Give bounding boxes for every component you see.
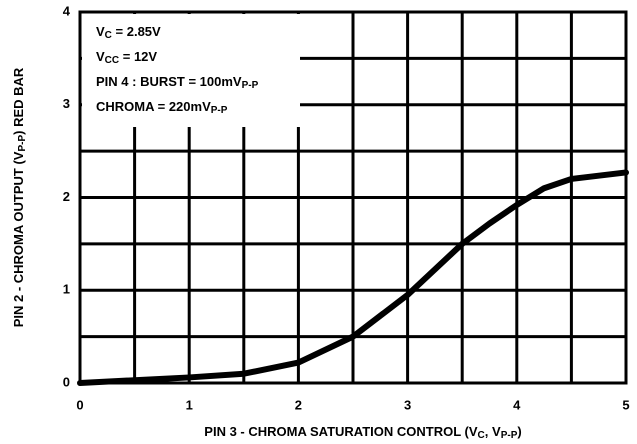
label-part: C xyxy=(105,30,112,41)
label-part: C xyxy=(478,430,485,441)
x-tick-label: 2 xyxy=(295,397,302,412)
x-tick-label: 4 xyxy=(513,397,521,412)
label-part: CC xyxy=(105,55,119,66)
label-part: V xyxy=(96,24,105,39)
annotation: VC = 2.85V xyxy=(96,24,161,41)
x-tick-label: 5 xyxy=(622,397,629,412)
label-part: P-P xyxy=(211,105,228,116)
label-part: ) xyxy=(517,424,521,439)
y-tick-label: 4 xyxy=(63,3,71,18)
label-part: PIN 4 : BURST = 100mV xyxy=(96,74,242,89)
label-part: P-P xyxy=(17,135,28,152)
annotation: VCC = 12V xyxy=(96,49,157,66)
y-tick-label: 2 xyxy=(63,189,70,204)
label-part: PIN 2 - CHROMA OUTPUT (V xyxy=(11,151,26,327)
label-part: PIN 3 - CHROMA SATURATION CONTROL (V xyxy=(204,424,478,439)
label-part: , V xyxy=(485,424,501,439)
label-part: V xyxy=(96,49,105,64)
label-part: = 2.85V xyxy=(112,24,161,39)
y-tick-label: 0 xyxy=(63,374,70,389)
x-tick-label: 0 xyxy=(76,397,83,412)
data-line xyxy=(77,169,629,386)
y-axis-label: PIN 2 - CHROMA OUTPUT (VP-P) RED BAR xyxy=(11,67,28,327)
annotation: CHROMA = 220mVP-P xyxy=(96,99,228,116)
x-tick-label: 3 xyxy=(404,397,411,412)
label-part: P-P xyxy=(501,430,518,441)
legend-box xyxy=(82,14,300,127)
label-part: ) RED BAR xyxy=(11,67,26,135)
x-tick-label: 1 xyxy=(186,397,193,412)
label-part: = 12V xyxy=(119,49,157,64)
x-axis-label: PIN 3 - CHROMA SATURATION CONTROL (VC, V… xyxy=(204,424,521,441)
y-tick-label: 3 xyxy=(63,96,70,111)
label-part: P-P xyxy=(242,80,259,91)
label-part: CHROMA = 220mV xyxy=(96,99,211,114)
plot-frame xyxy=(78,10,628,385)
annotation: PIN 4 : BURST = 100mVP-P xyxy=(96,74,259,91)
y-tick-label: 1 xyxy=(63,282,70,297)
